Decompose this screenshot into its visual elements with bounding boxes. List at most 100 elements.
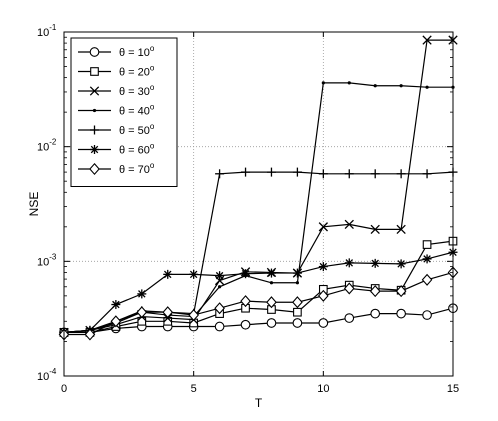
legend-entry: θ = 40o [78, 103, 155, 118]
data-point-marker [89, 86, 100, 96]
legend-label: θ = 10o [119, 44, 155, 59]
data-point-marker [422, 35, 432, 45]
legend-entry: θ = 20o [78, 64, 155, 79]
data-point-marker [269, 281, 274, 285]
data-point-marker [111, 300, 121, 310]
data-point-marker [347, 81, 351, 85]
data-point-marker [370, 224, 380, 235]
data-point-marker [89, 162, 100, 176]
plot-frame [63, 31, 454, 377]
data-point-marker [218, 285, 222, 289]
data-point-marker [292, 268, 302, 278]
data-point-marker [92, 108, 97, 113]
legend-label: θ = 40o [119, 103, 155, 118]
data-point-marker [292, 167, 302, 177]
data-point-marker [162, 306, 174, 319]
legend-entry: θ = 30o [78, 83, 155, 98]
data-point-marker [266, 318, 277, 328]
data-point-marker [344, 169, 354, 179]
data-point-marker [189, 269, 199, 279]
legend-label: θ = 20o [119, 64, 155, 79]
legend-label: θ = 50o [119, 122, 155, 137]
data-point-marker [292, 318, 303, 328]
data-point-marker [425, 85, 429, 89]
data-point-marker [214, 321, 225, 332]
data-point-marker [318, 222, 328, 232]
data-point-marker [240, 295, 251, 308]
data-point-marker [295, 281, 299, 285]
data-point-marker [422, 310, 432, 320]
data-point-marker [215, 271, 225, 281]
data-point-marker [344, 219, 354, 230]
data-point-marker [266, 296, 277, 309]
x-tick-label: 15 [447, 383, 459, 395]
data-point-marker [214, 302, 225, 315]
data-point-marker [422, 169, 432, 179]
y-tick-label: 10-3 [37, 252, 57, 268]
data-point-marker [240, 319, 251, 330]
legend-label: θ = 30o [119, 83, 155, 98]
series-line [63, 171, 454, 334]
data-point-marker [399, 84, 403, 88]
data-point-marker [396, 259, 406, 269]
data-point-marker [344, 258, 354, 268]
data-point-marker [344, 313, 355, 323]
data-point-marker [318, 169, 328, 179]
series-line [64, 240, 454, 334]
data-point-marker [89, 47, 100, 57]
legend-entry: θ = 10o [78, 44, 155, 59]
data-point-marker [395, 285, 407, 298]
series-7 [58, 266, 459, 341]
series-line [63, 251, 454, 334]
y-tick-label: 10-1 [37, 23, 57, 39]
data-point-marker [373, 84, 377, 88]
x-tick-label: 5 [191, 383, 197, 395]
data-point-marker [343, 282, 355, 295]
data-point-marker [293, 307, 302, 317]
data-point-marker [396, 224, 406, 235]
legend-entry: θ = 70o [78, 161, 155, 176]
y-tick-label: 10-2 [37, 138, 57, 154]
series-line [64, 307, 454, 334]
data-point-marker [110, 315, 122, 328]
data-point-marker [137, 289, 147, 299]
data-point-marker [266, 268, 276, 278]
x-tick-label: 0 [61, 383, 67, 395]
data-point-marker [90, 67, 99, 76]
data-point-marker [422, 254, 432, 264]
data-point-marker [163, 269, 173, 279]
legend-label: θ = 60o [119, 142, 155, 157]
series-line [63, 82, 453, 334]
data-point-marker [421, 273, 433, 286]
series-line [64, 271, 454, 336]
y-tick-label: 10-4 [37, 367, 57, 383]
legend-entry: θ = 60o [78, 142, 155, 157]
data-point-marker [188, 309, 200, 322]
legend-box [70, 37, 178, 187]
data-point-marker [136, 306, 148, 319]
legend: θ = 10o θ = 20o θ = 30o θ = 40o θ = 50o θ = 6… [70, 37, 178, 187]
data-point-marker [318, 262, 328, 272]
grid-lines [64, 32, 453, 376]
data-point-marker [90, 125, 99, 135]
data-point-marker [370, 169, 380, 179]
series-line [63, 39, 453, 334]
legend-entry: θ = 50o [78, 122, 155, 137]
data-point-marker [215, 169, 225, 179]
x-tick-label: 10 [317, 383, 329, 395]
data-point-marker [292, 296, 303, 309]
data-point-marker [90, 145, 99, 154]
data-point-marker [266, 167, 276, 177]
data-point-marker [241, 269, 251, 279]
x-axis-label: T [255, 396, 263, 410]
legend-label: θ = 70o [119, 161, 155, 176]
data-point-marker [317, 289, 329, 302]
data-point-marker [370, 308, 381, 319]
data-point-marker [396, 308, 406, 319]
axis-ticks: 0 5 10 15 10-4 10-3 10-2 10-1 [37, 23, 459, 395]
data-point-marker [241, 167, 251, 177]
data-point-marker [370, 258, 380, 268]
data-point-marker [369, 285, 381, 298]
data-point-marker [318, 318, 329, 328]
